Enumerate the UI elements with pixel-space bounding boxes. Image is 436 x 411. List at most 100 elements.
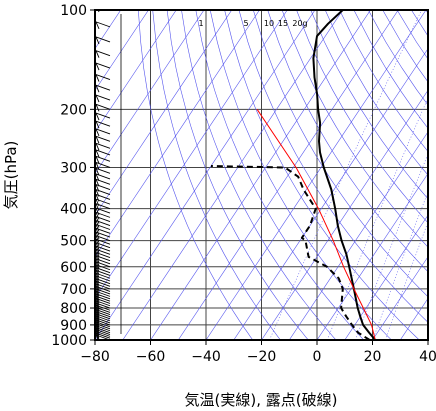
- isotherm-line: [372, 256, 428, 340]
- wind-barb-flag: [95, 194, 100, 202]
- wind-barb-flag: [95, 156, 100, 164]
- isotherm-line: [95, 10, 149, 91]
- wind-barb-flag: [95, 189, 100, 197]
- mixing-ratio-line: [372, 191, 428, 340]
- wind-barb-staff: [95, 162, 111, 168]
- wind-barb-flag: [95, 311, 100, 319]
- isotherm-line: [316, 172, 428, 340]
- wind-barb-flag: [95, 252, 100, 260]
- mixing-ratio-label: 5: [243, 19, 248, 28]
- wind-barb-flag: [95, 242, 100, 250]
- dry-adiabat-line: [253, 10, 428, 298]
- wind-barb-flag: [95, 255, 100, 263]
- wind-barb-flag: [95, 319, 100, 328]
- wind-barb-flag: [95, 231, 100, 240]
- y-tick-label: 800: [60, 301, 87, 317]
- isotherm-line: [344, 214, 428, 340]
- wind-barb-staff: [95, 21, 111, 28]
- wind-barb-staff: [95, 245, 111, 252]
- wind-barb-flag: [95, 173, 100, 182]
- isotherm-line: [150, 10, 371, 340]
- wind-barb-staff: [95, 112, 111, 119]
- wind-barb-staff: [95, 142, 111, 149]
- wind-barb-staff: [95, 242, 111, 249]
- x-axis: −80 −60 −40 −20 0 20 40: [80, 340, 436, 365]
- wind-barb-staff: [95, 252, 111, 258]
- wind-barb-staff: [95, 149, 111, 156]
- parcel-line: [256, 109, 376, 340]
- wind-barb-flag: [95, 228, 100, 236]
- wind-barb-flag: [95, 36, 100, 45]
- dry-adiabat-line: [152, 10, 281, 340]
- wind-barb-flag: [95, 143, 100, 151]
- isotherm-line: [427, 339, 428, 340]
- y-tick-label: 200: [60, 102, 87, 118]
- wind-barb-flag: [95, 313, 100, 321]
- grid-layer: [95, 10, 428, 340]
- wind-barb-flag: [95, 317, 100, 326]
- isotherm-line: [205, 10, 427, 340]
- wind-barb-staff: [95, 128, 111, 135]
- wind-barb-flag: [95, 62, 100, 71]
- dry-adiabat-line: [138, 10, 254, 340]
- wind-barb-flag: [95, 278, 100, 286]
- dry-adiabat-line: [195, 10, 365, 340]
- wind-barb-flag: [95, 216, 100, 224]
- x-tick-label: −60: [136, 349, 166, 365]
- wind-barb-staff: [95, 74, 111, 81]
- y-tick-label: 100: [60, 3, 87, 19]
- wind-barb-staff: [95, 248, 111, 255]
- wind-barb-flag: [95, 323, 100, 332]
- dry-adiabat-line: [224, 10, 420, 340]
- wind-barb-flag: [95, 85, 100, 93]
- wind-barb-flag: [95, 273, 100, 281]
- dry-adiabat-line: [166, 10, 309, 340]
- wind-barb-flag: [95, 249, 100, 257]
- wind-barb-flag: [95, 283, 100, 292]
- wind-barb-flag: [95, 331, 100, 339]
- wind-barb-flag: [95, 198, 100, 207]
- isotherm-line: [95, 10, 205, 175]
- wind-barb-flag: [95, 302, 100, 311]
- wind-barb-flag: [95, 50, 100, 58]
- wind-barb-staff: [95, 62, 111, 69]
- isotherm-line: [122, 10, 343, 340]
- wind-barb-staff: [95, 155, 111, 162]
- dry-adiabat-line: [411, 10, 428, 37]
- wind-barb-flag: [95, 224, 100, 232]
- wind-barb-flag: [95, 295, 100, 304]
- dry-adiabat-line: [296, 10, 428, 224]
- dry-adiabat-line: [267, 10, 428, 273]
- wind-barb-flag: [95, 305, 100, 313]
- wind-barb-flag: [95, 264, 100, 272]
- isotherm-line: [261, 89, 428, 340]
- dry-adiabat-line: [339, 10, 428, 152]
- wind-barb-flag: [95, 270, 100, 278]
- isotherm-line: [95, 10, 232, 216]
- mixing-ratio-line: [269, 10, 422, 340]
- wind-barb-flag: [95, 286, 100, 294]
- wind-barb-flag: [95, 325, 100, 333]
- y-tick-label: 900: [60, 318, 87, 334]
- y-tick-label: 500: [60, 234, 87, 250]
- wind-barb-staff: [95, 36, 111, 43]
- dry-adiabat-line: [238, 10, 428, 323]
- wind-barb-flag: [95, 112, 100, 121]
- wind-barb-flag: [95, 121, 100, 129]
- wind-barb-flag: [95, 327, 100, 335]
- wind-barb-flag: [95, 291, 100, 299]
- x-tick-label: 20: [364, 349, 382, 365]
- wind-barb-flag: [95, 21, 100, 30]
- wind-barb-flag: [95, 261, 100, 269]
- dry-adiabat-line: [181, 10, 337, 340]
- mixing-ratio-label: 10: [264, 19, 274, 28]
- wind-barb-flag: [95, 307, 100, 315]
- wind-barb-staff: [95, 135, 111, 142]
- y-tick-label: 1000: [51, 333, 87, 349]
- x-tick-label: 0: [313, 349, 322, 365]
- isotherm-line: [95, 10, 316, 340]
- mixing-ratio-label: 20g: [292, 19, 307, 28]
- wind-barb-flag: [95, 300, 100, 308]
